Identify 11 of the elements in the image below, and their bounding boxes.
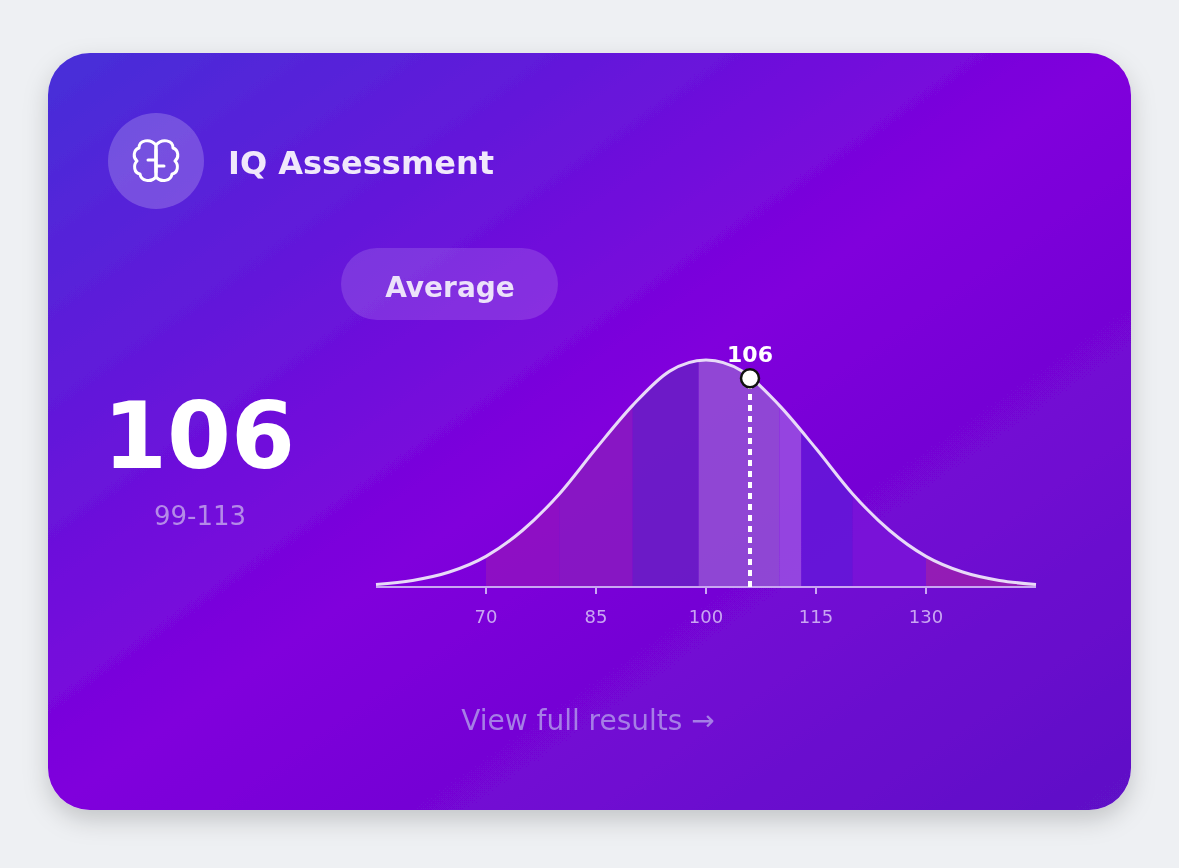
x-tick-label: 115 [798,606,834,627]
text: 106 [102,383,296,490]
x-tick-label: 70 [474,606,498,627]
text: Average [385,271,515,304]
annotation: 106 [727,342,773,368]
text: 99-113 [153,501,247,531]
x-tick-label: 100 [688,606,724,627]
chart-title: IQ Assessment [228,144,495,182]
x-tick-label: 130 [908,606,944,627]
x-tick-label: 85 [584,606,608,627]
text: View full results → [461,704,715,737]
